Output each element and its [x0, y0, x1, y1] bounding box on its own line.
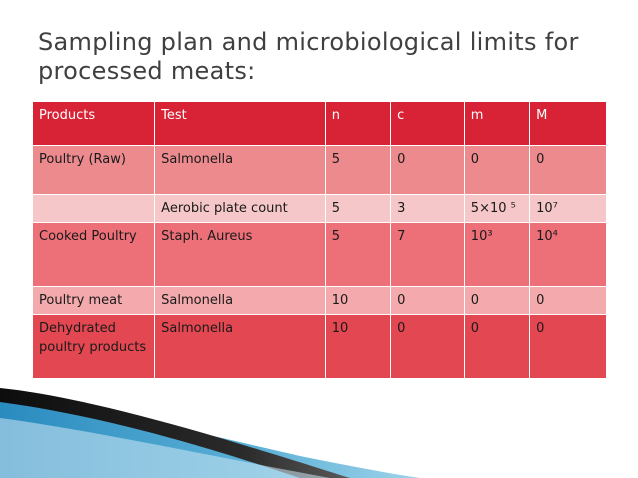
header-n: n [324, 101, 392, 146]
cell-product: Poultry meat [31, 286, 156, 315]
swoosh-dark-band [0, 388, 350, 478]
cell-n: 5 [324, 194, 392, 223]
header-products: Products [31, 101, 156, 146]
header-c: c [390, 101, 465, 146]
cell-test: Aerobic plate count [154, 194, 326, 223]
cell-m-upper: 0 [529, 145, 607, 195]
table-row: Aerobic plate count 5 3 5×10 ⁵ 10⁷ [31, 194, 607, 223]
cell-n: 10 [324, 286, 392, 315]
table-header-row: Products Test n c m M [31, 101, 607, 146]
table-row: Poultry meat Salmonella 10 0 0 0 [31, 286, 607, 315]
cell-product: Cooked Poultry [31, 222, 156, 287]
header-m-lower: m [463, 101, 531, 146]
cell-c: 0 [390, 286, 465, 315]
cell-test: Staph. Aureus [154, 222, 326, 287]
cell-m-lower: 0 [463, 314, 531, 379]
cell-m-lower: 0 [463, 145, 531, 195]
slide-title: Sampling plan and microbiological limits… [38, 28, 579, 85]
microbiological-limits-table: Products Test n c m M Poultry (Raw) Salm… [31, 101, 607, 379]
cell-c: 0 [390, 145, 465, 195]
swoosh-light-band [0, 418, 330, 478]
cell-test: Salmonella [154, 314, 326, 379]
cell-test: Salmonella [154, 145, 326, 195]
table-row: Cooked Poultry Staph. Aureus 5 7 10³ 10⁴ [31, 222, 607, 287]
cell-m-upper: 10⁷ [529, 194, 607, 223]
cell-n: 5 [324, 222, 392, 287]
header-m-upper: M [529, 101, 607, 146]
cell-test: Salmonella [154, 286, 326, 315]
decorative-swoosh [0, 388, 420, 478]
cell-product: Poultry (Raw) [31, 145, 156, 195]
table-row: Poultry (Raw) Salmonella 5 0 0 0 [31, 145, 607, 195]
cell-n: 10 [324, 314, 392, 379]
cell-c: 7 [390, 222, 465, 287]
cell-m-upper: 0 [529, 286, 607, 315]
cell-c: 0 [390, 314, 465, 379]
cell-m-upper: 10⁴ [529, 222, 607, 287]
cell-m-lower: 5×10 ⁵ [463, 194, 531, 223]
cell-m-lower: 0 [463, 286, 531, 315]
cell-c: 3 [390, 194, 465, 223]
table-row: Dehydrated poultry products Salmonella 1… [31, 314, 607, 379]
cell-m-upper: 0 [529, 314, 607, 379]
cell-product [31, 194, 156, 223]
cell-m-lower: 10³ [463, 222, 531, 287]
cell-n: 5 [324, 145, 392, 195]
cell-product: Dehydrated poultry products [31, 314, 156, 379]
header-test: Test [154, 101, 326, 146]
